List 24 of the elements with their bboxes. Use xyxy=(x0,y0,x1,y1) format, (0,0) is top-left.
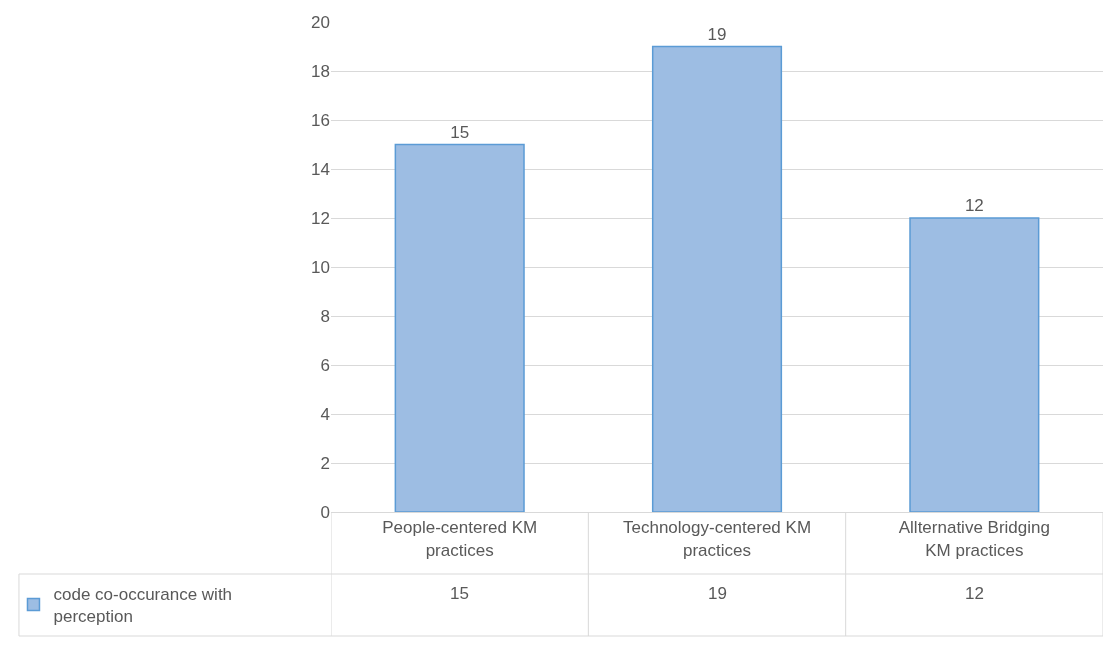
y-tick-label: 18 xyxy=(311,61,331,81)
text: 15 xyxy=(450,584,469,603)
data-label: 12 xyxy=(964,196,984,215)
x-tick-label: Allternative Bridging KM practices xyxy=(898,518,1050,560)
x-tick-label: Technology-centered KM practices xyxy=(622,518,812,560)
y-tick-label: 12 xyxy=(311,208,331,228)
y-tick-label: 16 xyxy=(311,110,331,130)
y-tick-label: 8 xyxy=(320,306,331,326)
bar xyxy=(394,143,525,512)
data-label: 19 xyxy=(707,24,727,44)
y-tick-label: 14 xyxy=(311,159,331,179)
y-tick-label: 20 xyxy=(311,12,331,32)
bar xyxy=(651,45,783,512)
legend-label: code co-occurance with perception xyxy=(53,585,233,627)
y-tick-label: 10 xyxy=(311,257,331,277)
text: 12 xyxy=(965,584,984,603)
x-tick-label: People-centered KM practices xyxy=(382,518,538,560)
y-tick-label: 4 xyxy=(320,404,331,424)
bar xyxy=(909,217,1040,512)
y-tick-label: 6 xyxy=(320,355,331,375)
data-label: 15 xyxy=(450,122,470,142)
y-tick-label: 0 xyxy=(320,502,331,522)
y-tick-label: 2 xyxy=(320,453,331,473)
text: 19 xyxy=(708,584,727,603)
